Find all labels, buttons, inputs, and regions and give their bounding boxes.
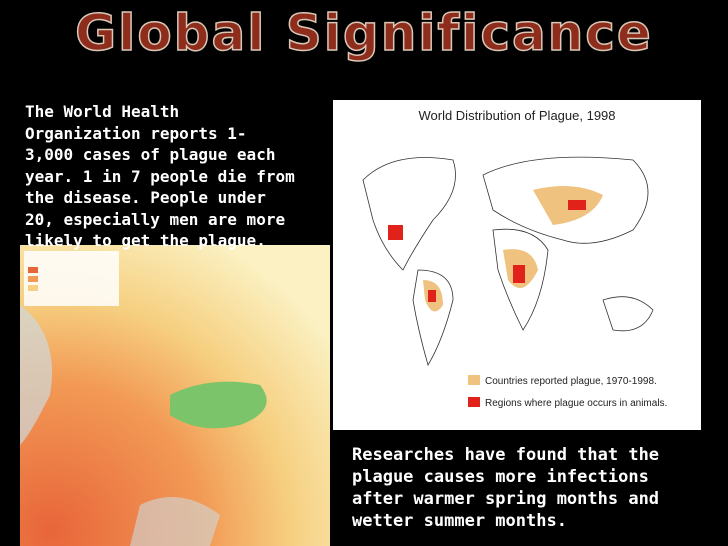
text-line: Researches have found that the: [352, 445, 660, 465]
legend-swatch: [468, 397, 480, 407]
text-line: plague causes more infections: [352, 467, 649, 487]
text-line: 3,000 cases of plague each: [25, 145, 276, 164]
left-paragraph: The World Health Organization reports 1- 3…: [25, 101, 295, 252]
text-line: the disease. People under: [25, 188, 266, 207]
text-line: year. 1 in 7 people die from: [25, 166, 295, 186]
legend-label: Regions where plague occurs in animals.: [485, 398, 667, 409]
bottom-paragraph: Researches have found that the plague cau…: [352, 444, 659, 532]
text-line: Organization reports 1-: [25, 123, 247, 143]
text-line: The World Health: [25, 102, 180, 121]
legend-swatch: [468, 375, 480, 385]
text-line: after warmer spring months and: [352, 489, 660, 509]
legend-label: Countries reported plague, 1970-1998.: [485, 376, 657, 387]
world-map-title: World Distribution of Plague, 1998: [418, 108, 615, 123]
text-line: wetter summer months.: [352, 511, 567, 531]
europe-map: [20, 245, 330, 546]
text-line: 20, especially men are more: [25, 209, 286, 229]
slide-title: Global Significance: [74, 3, 653, 63]
world-map: World Distribution of Plague, 1998 Count…: [333, 100, 701, 430]
text-line: likely to get the plague.: [25, 231, 266, 250]
